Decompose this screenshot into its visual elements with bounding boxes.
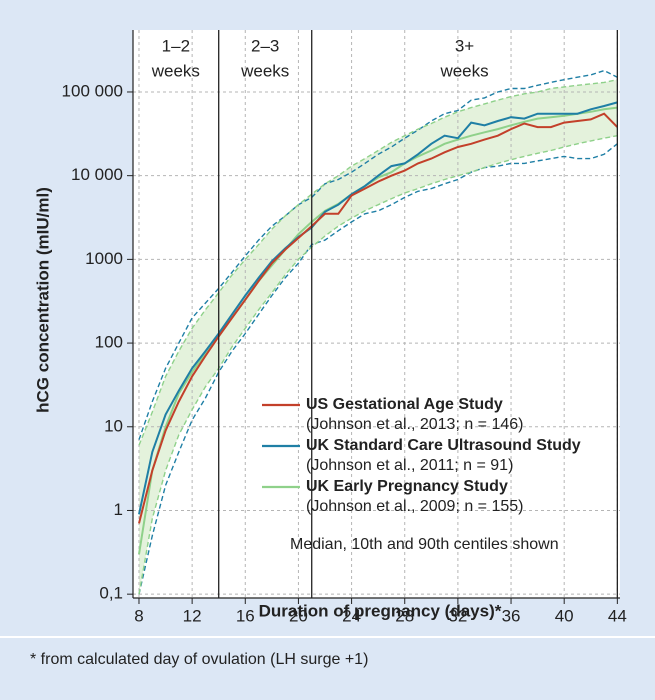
x-tick-label: 24 <box>342 606 361 625</box>
legend-label: US Gestational Age Study <box>306 396 503 413</box>
period-label: 1–2 <box>162 36 190 55</box>
y-tick-label: 1 <box>114 500 123 519</box>
y-tick-label: 0,1 <box>99 584 123 603</box>
x-tick-label: 12 <box>183 606 202 625</box>
legend-note: (Johnson et al., 2013; n = 146) <box>306 416 523 433</box>
legend-note: (Johnson et al., 2009; n = 155) <box>306 498 523 515</box>
period-label: weeks <box>439 61 488 80</box>
footnote: * from calculated day of ovulation (LH s… <box>30 651 368 668</box>
foreground: 0,1 1 10 100 1000 10 000 100 000 8 12 16 20 24 28 32 3… <box>62 30 627 625</box>
period-label: weeks <box>240 61 289 80</box>
x-axis-label: Duration of pregnancy (days)* <box>259 601 502 620</box>
x-tick-label: 16 <box>236 606 255 625</box>
period-label: weeks <box>151 61 200 80</box>
y-axis-label: hCG concentration (mIU/ml) <box>33 187 52 413</box>
centile-line <box>138 79 618 446</box>
y-tick-label: 10 000 <box>71 165 123 184</box>
period-label: 3+ <box>455 36 474 55</box>
x-tick-label: 20 <box>289 606 308 625</box>
y-tick-label: 10 <box>104 416 123 435</box>
legend-label: UK Early Pregnancy Study <box>306 478 508 495</box>
x-tick-label: 8 <box>134 606 143 625</box>
y-tick-label: 100 <box>95 333 123 352</box>
x-tick-label: 36 <box>502 606 521 625</box>
x-tick-label: 40 <box>555 606 574 625</box>
legend-note: (Johnson et al., 2011; n = 91) <box>306 457 513 474</box>
x-tick-label: 44 <box>608 606 627 625</box>
y-tick-label: 100 000 <box>62 81 123 100</box>
y-tick-label: 1000 <box>85 249 123 268</box>
legend-label: UK Standard Care Ultrasound Study <box>306 437 581 454</box>
legend-note: Median, 10th and 90th centiles shown <box>290 536 559 553</box>
period-label: 2–3 <box>251 36 279 55</box>
x-tick-label: 32 <box>448 606 467 625</box>
x-tick-label: 28 <box>395 606 414 625</box>
